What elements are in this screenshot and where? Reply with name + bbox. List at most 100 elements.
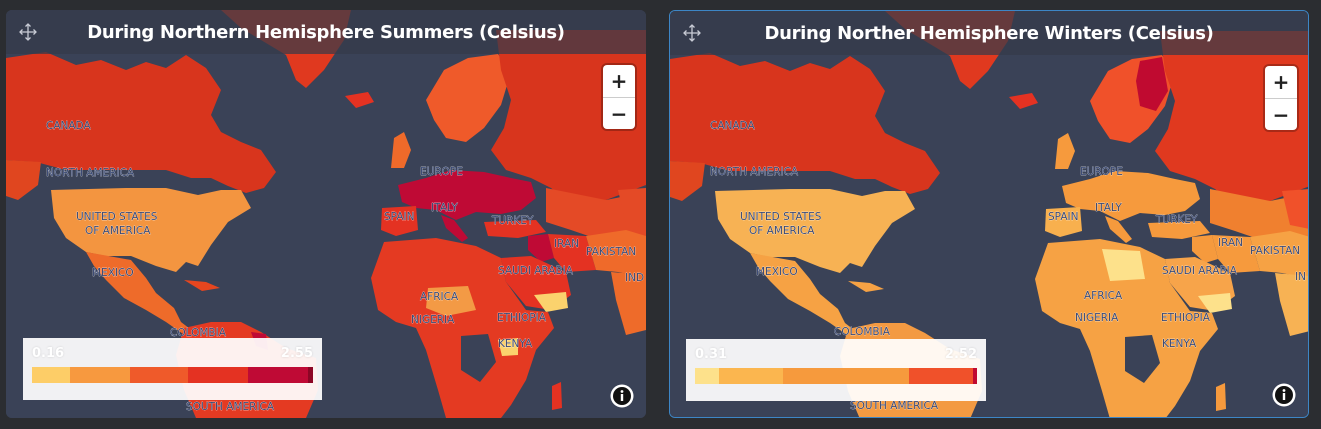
label-spain: SPAIN xyxy=(1048,211,1078,223)
iraq-region[interactable] xyxy=(1192,235,1218,263)
congo-region[interactable] xyxy=(461,334,496,382)
label-africa: AFRICA xyxy=(420,291,459,303)
kenya-region[interactable] xyxy=(498,338,518,356)
label-usa-line1: UNITED STATES xyxy=(76,211,158,223)
italy-region[interactable] xyxy=(1105,216,1132,243)
label-turkey: TURKEY xyxy=(1155,214,1198,226)
uk-region[interactable] xyxy=(391,132,411,168)
uk-region[interactable] xyxy=(1055,133,1075,169)
central-asia-region[interactable] xyxy=(1210,189,1309,243)
mexico-region[interactable] xyxy=(750,253,858,337)
finland-region[interactable] xyxy=(1136,57,1168,111)
label-pakistan: PAKISTAN xyxy=(1250,245,1300,257)
africa-region[interactable] xyxy=(1035,239,1218,418)
label-kenya: KENYA xyxy=(498,338,533,350)
yemen-region[interactable] xyxy=(534,292,568,312)
label-ethiopia: ETHIOPIA xyxy=(497,312,547,324)
legend-band xyxy=(973,368,977,384)
mexico-region[interactable] xyxy=(86,252,194,336)
legend-max-value: 2.52 xyxy=(944,347,977,362)
central-europe-region[interactable] xyxy=(1062,171,1200,221)
zoom-in-button[interactable]: + xyxy=(603,65,635,98)
turkey-region[interactable] xyxy=(484,220,546,238)
label-spain: SPAIN xyxy=(384,211,414,223)
canada-region[interactable] xyxy=(670,53,940,194)
legend-gradient-bar xyxy=(695,368,977,384)
label-africa: AFRICA xyxy=(1084,290,1123,302)
legend-band xyxy=(909,368,973,384)
zoom-control: + − xyxy=(1265,66,1297,130)
iran-region[interactable] xyxy=(1212,235,1260,273)
madagascar-region[interactable] xyxy=(1216,383,1226,411)
india-region[interactable] xyxy=(1275,273,1309,336)
label-italy: ITALY xyxy=(431,202,458,214)
scandinavia-region[interactable] xyxy=(426,54,511,142)
alaska-region[interactable] xyxy=(670,161,705,201)
usa-region[interactable] xyxy=(51,188,251,272)
canada-region[interactable] xyxy=(6,52,276,193)
label-canada: CANADA xyxy=(46,120,91,132)
color-legend: 0.31 2.52 xyxy=(686,339,986,401)
africa-region[interactable] xyxy=(371,238,554,418)
label-iran: IRAN xyxy=(554,238,579,250)
west-africa-region[interactable] xyxy=(426,286,476,316)
legend-band xyxy=(32,367,70,383)
move-icon[interactable] xyxy=(682,23,702,43)
label-turkey: TURKEY xyxy=(491,215,534,227)
legend-max-value: 2.55 xyxy=(280,346,313,361)
zoom-out-button[interactable]: − xyxy=(610,102,628,126)
cuba-region[interactable] xyxy=(184,280,220,291)
central-europe-region[interactable] xyxy=(398,170,536,220)
color-legend: 0.16 2.55 xyxy=(23,338,322,400)
iraq-region[interactable] xyxy=(528,234,554,262)
congo-region[interactable] xyxy=(1125,335,1160,383)
pakistan-region[interactable] xyxy=(1250,231,1309,279)
title-bar: During Northern Hemisphere Summers (Cels… xyxy=(6,10,646,54)
china-region[interactable] xyxy=(618,188,646,228)
label-india: IND xyxy=(625,272,644,284)
india-region[interactable] xyxy=(611,272,646,335)
label-saudi-arabia: SAUDI ARABIA xyxy=(498,265,574,277)
info-icon[interactable] xyxy=(1272,383,1296,407)
label-colombia: COLOMBIA xyxy=(170,327,227,339)
legend-band xyxy=(70,367,130,383)
label-colombia: COLOMBIA xyxy=(834,326,891,338)
iran-region[interactable] xyxy=(548,234,596,272)
legend-gradient-bar xyxy=(32,367,313,383)
iceland-region[interactable] xyxy=(1009,93,1038,109)
label-south-america: SOUTH AMERICA xyxy=(186,401,275,413)
label-usa-line2: OF AMERICA xyxy=(85,225,151,237)
label-usa-line1: UNITED STATES xyxy=(740,211,822,223)
pakistan-region[interactable] xyxy=(586,230,646,278)
turkey-region[interactable] xyxy=(1148,221,1210,239)
label-iran: IRAN xyxy=(1218,237,1243,249)
iceland-region[interactable] xyxy=(345,92,374,108)
legend-band xyxy=(695,368,719,384)
move-icon[interactable] xyxy=(18,22,38,42)
legend-band xyxy=(308,367,313,383)
usa-region[interactable] xyxy=(715,189,915,273)
cuba-region[interactable] xyxy=(848,281,884,292)
label-europe: EUROPE xyxy=(1080,166,1123,178)
label-pakistan: PAKISTAN xyxy=(586,246,636,258)
label-canada: CANADA xyxy=(710,120,755,132)
madagascar-region[interactable] xyxy=(552,382,562,410)
label-kenya: KENYA xyxy=(1162,338,1197,350)
zoom-out-button[interactable]: − xyxy=(1272,103,1290,127)
yemen-region[interactable] xyxy=(1198,293,1232,313)
spain-region[interactable] xyxy=(1045,207,1082,237)
chart-title: During Northern Hemisphere Summers (Cels… xyxy=(87,21,565,43)
spain-region[interactable] xyxy=(381,206,418,236)
libya-region[interactable] xyxy=(1102,249,1145,281)
legend-band xyxy=(188,367,248,383)
italy-region[interactable] xyxy=(441,215,468,242)
label-saudi-arabia: SAUDI ARABIA xyxy=(1162,265,1238,277)
legend-band xyxy=(719,368,783,384)
china-region[interactable] xyxy=(1282,189,1309,229)
map-panel-winter[interactable]: CANADA NORTH AMERICA UNITED STATES OF AM… xyxy=(669,10,1309,418)
alaska-region[interactable] xyxy=(6,160,41,200)
label-north-america: NORTH AMERICA xyxy=(46,167,135,179)
info-icon[interactable] xyxy=(610,384,634,408)
map-panel-summer[interactable]: CANADA NORTH AMERICA UNITED STATES OF AM… xyxy=(6,10,646,418)
zoom-in-button[interactable]: + xyxy=(1265,66,1297,99)
